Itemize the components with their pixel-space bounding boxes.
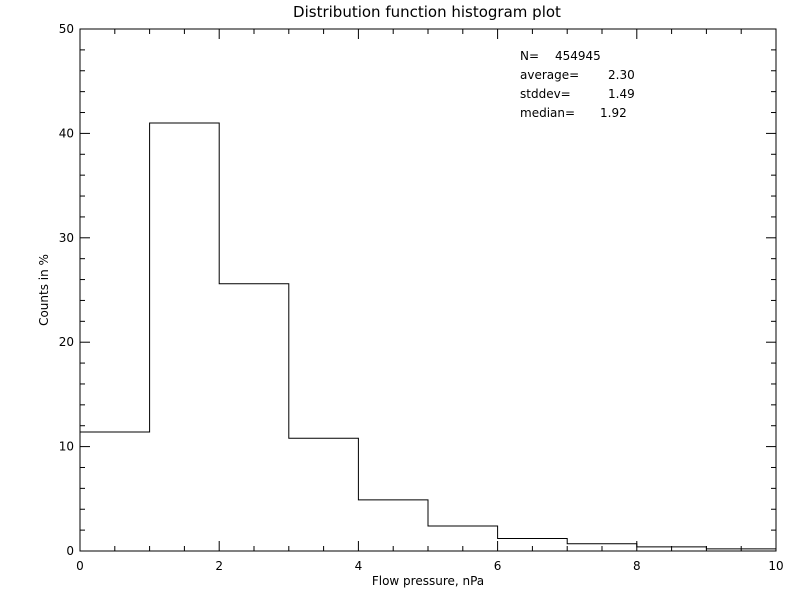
histogram-bar — [219, 284, 289, 551]
x-tick-label: 10 — [768, 559, 783, 573]
axis-ticks — [79, 28, 777, 552]
stats-box: N= 454945 average= 2.30 stddev= 1.49 median= 1.… — [520, 49, 635, 120]
y-tick-label: 10 — [59, 440, 74, 454]
x-tick-label: 4 — [355, 559, 363, 573]
x-tick-label: 0 — [76, 559, 84, 573]
y-tick-label: 0 — [66, 544, 74, 558]
stat-value: 1.92 — [600, 106, 627, 120]
histogram-bar — [150, 123, 220, 551]
stat-label: N= — [520, 49, 539, 63]
histogram-bar — [289, 438, 359, 551]
stat-label: stddev= — [520, 87, 571, 101]
tick-labels: 0 2 4 6 8 10 0 10 20 30 40 50 — [59, 22, 784, 573]
stat-value: 2.30 — [608, 68, 635, 82]
histogram-bins — [80, 123, 776, 551]
histogram-step-line — [80, 122, 776, 550]
stat-label: median= — [520, 106, 575, 120]
y-tick-label: 20 — [59, 335, 74, 349]
stat-label: average= — [520, 68, 579, 82]
x-tick-label: 8 — [633, 559, 641, 573]
y-tick-label: 50 — [59, 22, 74, 36]
plot-frame — [79, 28, 777, 552]
y-tick-label: 30 — [59, 231, 74, 245]
chart-title: Distribution function histogram plot — [293, 3, 561, 21]
histogram-bar — [80, 432, 150, 551]
stat-value: 454945 — [555, 49, 601, 63]
x-axis-label: Flow pressure, nPa — [372, 574, 484, 588]
x-tick-label: 2 — [215, 559, 223, 573]
y-axis-label: Counts in % — [37, 254, 51, 326]
y-tick-label: 40 — [59, 126, 74, 140]
x-tick-label: 6 — [494, 559, 502, 573]
stat-value: 1.49 — [608, 87, 635, 101]
histogram-bar — [358, 500, 428, 551]
